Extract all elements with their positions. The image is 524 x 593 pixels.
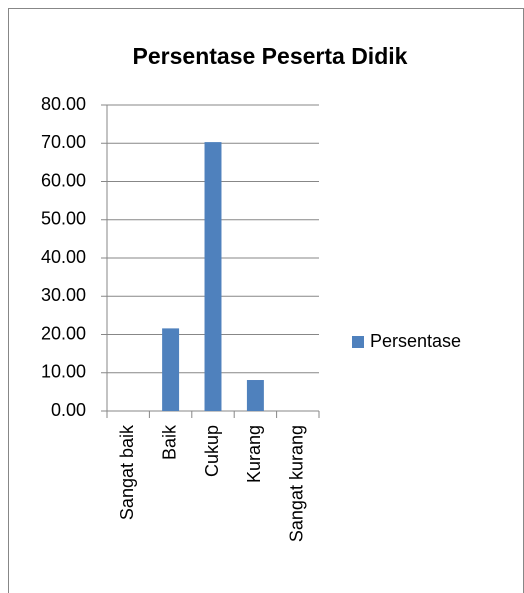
y-tick-label: 10.00 — [41, 362, 86, 382]
x-tick-label: Sangat kurang — [287, 425, 307, 542]
y-tick-label: 30.00 — [41, 285, 86, 305]
y-tick-label: 60.00 — [41, 170, 86, 190]
y-tick-label: 50.00 — [41, 209, 86, 229]
y-tick-label: 20.00 — [41, 323, 86, 343]
x-tick-label: Cukup — [202, 425, 222, 477]
y-tick-label: 70.00 — [41, 132, 86, 152]
y-tick-label: 0.00 — [51, 400, 86, 420]
y-tick-label: 80.00 — [41, 94, 86, 114]
x-tick-label: Kurang — [244, 425, 264, 483]
x-tick-label: Baik — [159, 424, 179, 460]
legend-label: Persentase — [370, 331, 461, 351]
chart-frame — [8, 8, 524, 593]
bar — [162, 328, 180, 411]
y-tick-label: 40.00 — [41, 247, 86, 267]
bar — [204, 142, 222, 412]
x-tick-label: Sangat baik — [117, 424, 137, 520]
legend-swatch — [352, 336, 364, 348]
bar — [246, 380, 264, 411]
chart-title: Persentase Peserta Didik — [133, 43, 408, 69]
